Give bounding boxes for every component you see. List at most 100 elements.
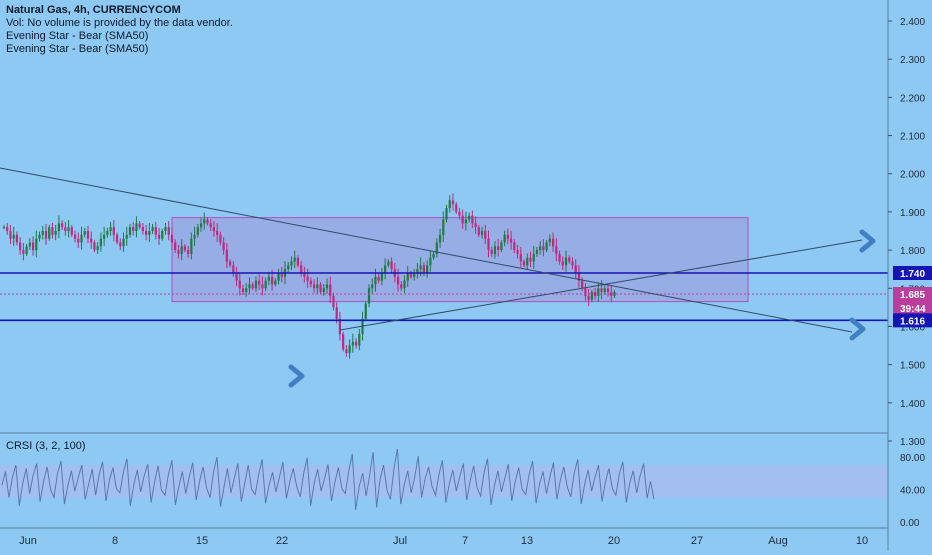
candle-body — [41, 231, 44, 235]
candle-body — [90, 238, 93, 243]
candle-body — [432, 253, 435, 258]
candle-body — [303, 273, 306, 277]
descending-trendline — [0, 167, 853, 333]
candle-body — [610, 292, 613, 296]
price-tick-label: 1.400 — [900, 399, 925, 410]
candle-body — [96, 246, 99, 251]
candle-body — [500, 242, 503, 251]
candle-body — [426, 265, 429, 273]
candle-body — [552, 238, 555, 247]
candle-body — [367, 288, 371, 304]
candle-body — [164, 227, 167, 231]
candle-body — [416, 269, 419, 273]
candle-body — [322, 288, 325, 293]
candle-body — [584, 288, 587, 296]
crsi-tick-label: 80.00 — [900, 453, 925, 464]
candle-body — [44, 231, 48, 239]
candle-body — [12, 234, 15, 239]
candle-body — [25, 246, 28, 254]
candle-body — [316, 284, 319, 289]
candle-body — [109, 227, 112, 231]
chevron-arrow-icon — [859, 229, 876, 253]
candle-body — [51, 227, 54, 235]
time-tick-label: 13 — [521, 535, 533, 547]
candle-body — [468, 215, 471, 220]
candle-body — [274, 280, 277, 285]
candle-body — [15, 234, 19, 243]
range-box — [171, 217, 749, 303]
candle-body — [455, 204, 458, 212]
candle-body — [435, 242, 438, 254]
range-box-layer — [171, 217, 749, 303]
price-tick-label: 2.100 — [900, 132, 925, 143]
candle-body — [31, 242, 35, 251]
upper-level-badge-text: 1.740 — [900, 269, 925, 280]
candle-body — [157, 234, 161, 239]
arrows-layer — [288, 229, 876, 388]
candle-body — [539, 246, 542, 251]
candle-body — [235, 273, 238, 281]
candle-body — [70, 227, 73, 235]
candle-body — [377, 276, 380, 281]
candle-body — [193, 234, 196, 239]
candle-body — [48, 227, 51, 239]
candle-body — [183, 246, 186, 251]
time-tick-label: 8 — [112, 535, 118, 547]
candle-body — [254, 280, 258, 289]
price-tick-label: 1.600 — [900, 322, 925, 333]
candle-body — [196, 227, 199, 235]
candle-body — [199, 223, 203, 228]
candle-body — [600, 288, 603, 293]
candle-body — [532, 253, 535, 262]
candle-body — [112, 227, 115, 235]
candle-body — [545, 242, 548, 251]
candle-body — [212, 227, 216, 231]
candle-body — [258, 280, 261, 285]
time-tick-label: 10 — [856, 535, 868, 547]
candle-body — [480, 231, 484, 235]
candle-body — [232, 265, 235, 273]
price-tick-label: 2.300 — [900, 55, 925, 66]
candle-body — [190, 238, 193, 254]
candle-body — [22, 250, 25, 254]
candle-body — [419, 265, 422, 270]
candle-body — [2, 227, 6, 229]
candle-body — [445, 208, 448, 220]
candle-body — [245, 288, 248, 293]
price-tick-label: 2.400 — [900, 17, 925, 28]
lower-level-badge — [893, 313, 932, 328]
candle-body — [345, 349, 348, 354]
candle-body — [238, 280, 241, 289]
candle-body — [332, 295, 335, 308]
candle-body — [19, 242, 22, 251]
candle-body — [606, 288, 610, 293]
price-tick-label: 2.200 — [900, 93, 925, 104]
candle-body — [287, 265, 290, 270]
crsi-title[interactable]: CRSI (3, 2, 100) — [6, 440, 86, 452]
candle-body — [125, 234, 128, 239]
volume-note: Vol: No volume is provided by the data v… — [6, 17, 233, 29]
crsi-tick-label: 0.00 — [900, 518, 920, 529]
indicator-label-2[interactable]: Evening Star - Bear (SMA50) — [6, 43, 149, 55]
candle-body — [484, 231, 487, 239]
candle-body — [493, 246, 497, 254]
candle-body — [222, 242, 225, 251]
indicator-label-1[interactable]: Evening Star - Bear (SMA50) — [6, 30, 149, 42]
candle-body — [67, 227, 70, 231]
time-tick-label: 7 — [462, 535, 468, 547]
ascending-trendline — [339, 239, 863, 331]
symbol-title[interactable]: Natural Gas, 4h, CURRENCYCOM — [6, 4, 181, 16]
candle-body — [73, 234, 77, 239]
countdown-badge — [893, 301, 932, 315]
candle-body — [354, 341, 358, 346]
candle-body — [506, 234, 509, 239]
candle-body — [516, 250, 519, 254]
candle-body — [312, 284, 316, 289]
candle-body — [429, 257, 432, 266]
candle-body — [487, 238, 490, 251]
candle-body — [6, 227, 9, 231]
candle-body — [581, 280, 584, 289]
